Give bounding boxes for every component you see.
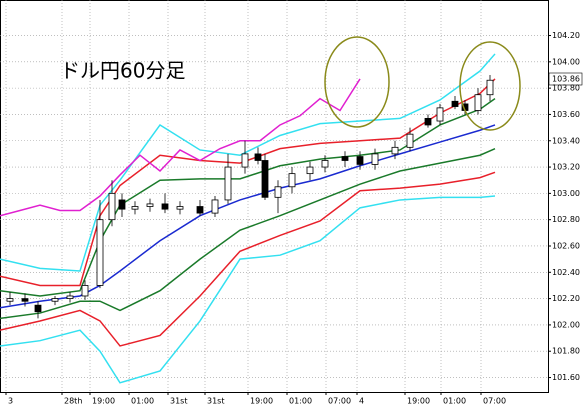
candle-body — [371, 153, 379, 165]
candle-body — [81, 285, 89, 297]
x-tick-label: 31st — [207, 397, 224, 406]
band-line — [0, 53, 496, 272]
y-tick-label: 102.40 — [552, 268, 580, 277]
highlight-ellipse — [324, 36, 390, 128]
price-box — [548, 72, 583, 86]
candle-body — [486, 79, 494, 96]
highlight-ellipse — [459, 41, 521, 131]
y-tick-label: 101.60 — [552, 373, 580, 382]
candle-body — [211, 199, 219, 214]
candle-body — [66, 295, 74, 300]
y-tick-label: 103.60 — [552, 110, 580, 119]
x-tick-label: 4 — [359, 397, 364, 406]
candle-body — [341, 156, 349, 161]
candle-body — [224, 166, 232, 201]
y-tick-label: 102.00 — [552, 320, 580, 329]
candle-body — [391, 146, 399, 155]
band-line — [0, 147, 496, 320]
y-tick-label: 103.80 — [552, 84, 580, 93]
lagging-line — [0, 78, 361, 217]
price-label: 103.86 — [552, 75, 580, 84]
candle-body — [146, 203, 154, 207]
x-tick-label: 07:00 — [483, 397, 506, 406]
candle-body — [118, 199, 126, 210]
x-tick-label: 07:00 — [328, 397, 351, 406]
y-tick-label: 104.00 — [552, 57, 580, 66]
candle-body — [261, 160, 269, 198]
chart-title: ドル円60分足 — [60, 59, 185, 83]
candle-body — [306, 166, 314, 175]
x-tick-label: 28th — [64, 397, 82, 406]
y-tick-label: 101.80 — [552, 347, 580, 356]
y-tick-label: 103.40 — [552, 136, 580, 145]
candle-body — [356, 156, 364, 165]
candle-body — [161, 203, 169, 210]
y-tick-label: 102.80 — [552, 215, 580, 224]
x-tick-label: 19:00 — [250, 397, 273, 406]
x-tick-label: 01:00 — [443, 397, 466, 406]
candle-body — [436, 107, 444, 122]
candle-body — [176, 206, 184, 210]
candle-body — [451, 100, 459, 107]
candle-body — [254, 153, 262, 161]
candle-body — [288, 173, 296, 188]
y-tick-label: 103.00 — [552, 189, 580, 198]
candle-body — [6, 298, 14, 302]
band-line — [0, 171, 496, 347]
y-tick-label: 103.20 — [552, 163, 580, 172]
x-tick-label: 01:00 — [131, 397, 154, 406]
candle-body — [474, 94, 482, 111]
x-tick-label: 3 — [8, 397, 13, 406]
candle-body — [96, 219, 104, 286]
candle-body — [21, 298, 29, 302]
candle-body — [241, 153, 249, 168]
candle-body — [406, 133, 414, 148]
y-tick-label: 102.20 — [552, 294, 580, 303]
candle-body — [51, 298, 59, 302]
candle-body — [424, 117, 432, 126]
candle-body — [196, 206, 204, 214]
x-tick-label: 19:00 — [407, 397, 430, 406]
candle-body — [34, 304, 42, 313]
y-tick-label: 104.20 — [552, 31, 580, 40]
x-tick-label: 19:00 — [92, 397, 115, 406]
x-tick-label: 01:00 — [289, 397, 312, 406]
x-tick-label: 31st — [170, 397, 187, 406]
plot-frame — [0, 0, 549, 393]
candle-body — [321, 160, 329, 168]
y-tick-label: 102.60 — [552, 241, 580, 250]
candle-body — [131, 206, 139, 210]
candle-body — [274, 186, 282, 198]
band-line — [0, 195, 496, 384]
candle-body — [108, 192, 116, 221]
band-line — [0, 98, 496, 297]
